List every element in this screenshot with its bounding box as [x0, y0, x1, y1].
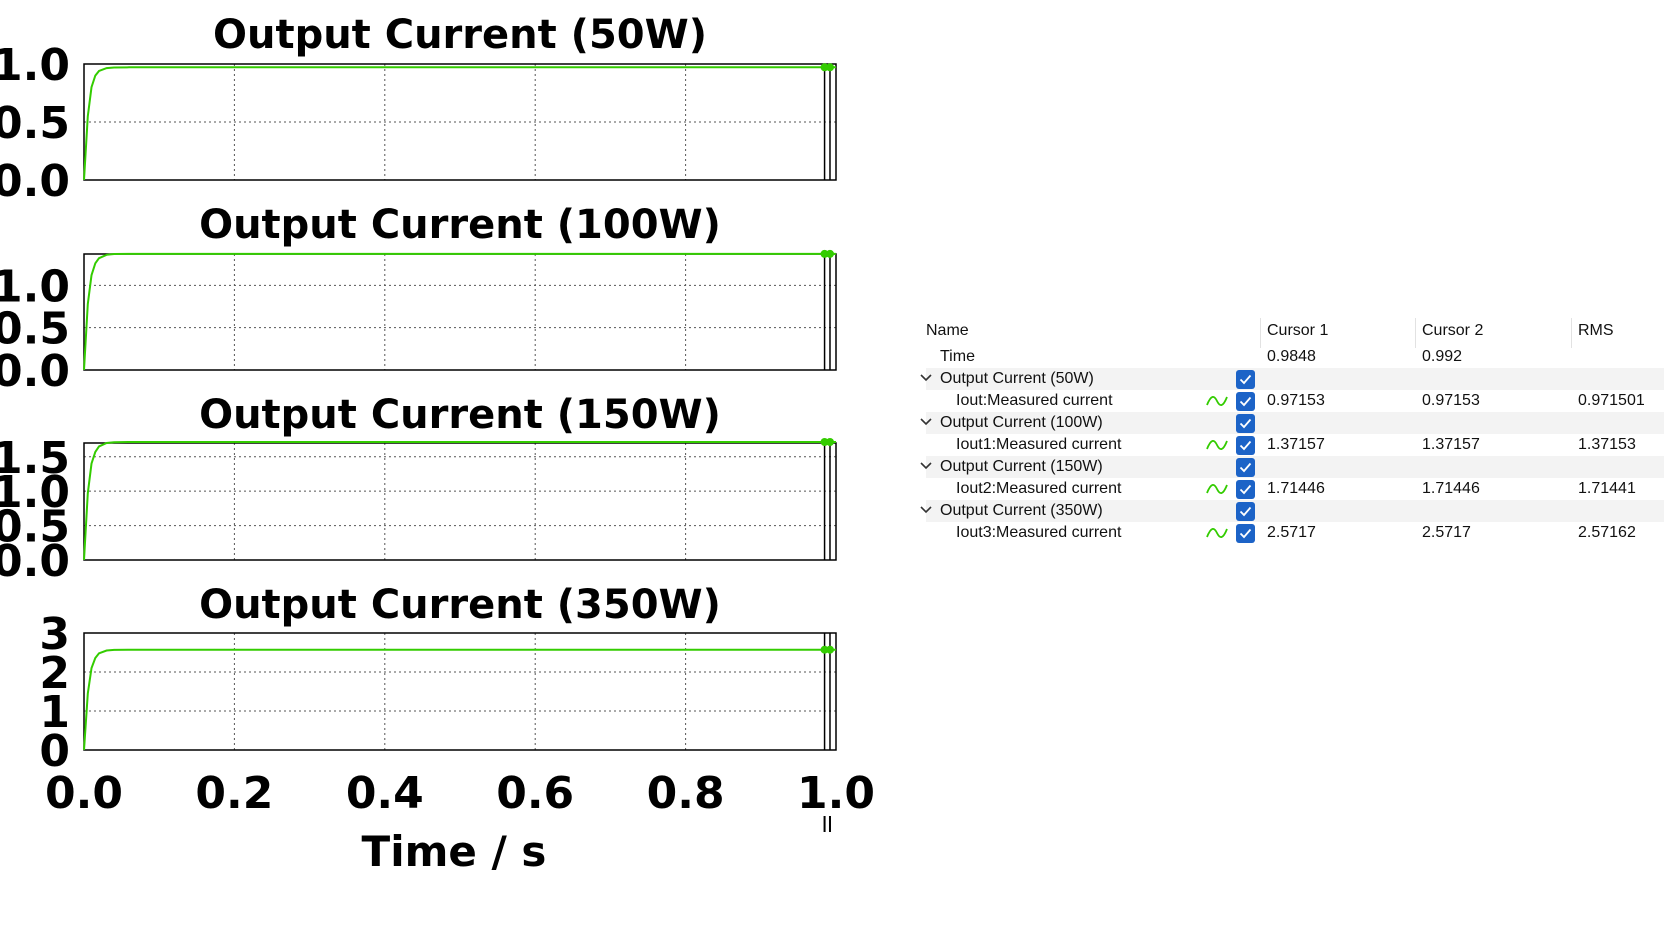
cursor-marker [825, 438, 834, 447]
table-header: Name Cursor 1 Cursor 2 RMS [926, 318, 1664, 348]
signal-label: Iout3:Measured current [956, 524, 1122, 541]
header-name[interactable]: Name [926, 322, 969, 339]
chart-title: Output Current (50W) [213, 12, 707, 58]
y-tick-label: 1.0 [0, 40, 70, 91]
group-row-350w[interactable]: Output Current (350W) [920, 500, 1664, 522]
y-tick-label: 0.0 [0, 536, 70, 587]
checkbox-checked-icon[interactable] [1236, 436, 1255, 455]
chart-title: Output Current (100W) [199, 202, 721, 248]
checkbox-checked-icon[interactable] [1236, 524, 1255, 543]
signal-rms-value: 1.71441 [1578, 480, 1636, 497]
plot-frame [83, 253, 837, 371]
signal-row-iout3[interactable]: Iout3:Measured current 2.5717 2.5717 2.5… [926, 522, 1664, 544]
header-divider[interactable] [1415, 318, 1416, 348]
chart-title: Output Current (150W) [199, 392, 721, 438]
header-cursor-2[interactable]: Cursor 2 [1422, 322, 1484, 339]
header-rms[interactable]: RMS [1578, 322, 1614, 339]
y-tick-label: 0.5 [0, 502, 70, 553]
y-tick-label: 0.5 [0, 304, 70, 355]
signal-cursor-1-value: 1.71446 [1267, 480, 1325, 497]
chart-title: Output Current (350W) [199, 582, 721, 628]
waveform-icon [1206, 525, 1228, 541]
header-divider[interactable] [1571, 318, 1572, 348]
signal-cursor-1-value: 0.97153 [1267, 392, 1325, 409]
plot-frame [83, 442, 837, 561]
group-row-150w[interactable]: Output Current (150W) [920, 456, 1664, 478]
cursor-marker [825, 645, 834, 654]
x-tick-label: 0.4 [346, 768, 424, 819]
header-cursor-1[interactable]: Cursor 1 [1267, 322, 1329, 339]
group-row-100w[interactable]: Output Current (100W) [920, 412, 1664, 434]
signal-row-iout2[interactable]: Iout2:Measured current 1.71446 1.71446 1… [926, 478, 1664, 500]
checkbox-checked-icon[interactable] [1236, 392, 1255, 411]
y-tick-label: 1.0 [0, 261, 70, 312]
signal-cursor-1-value: 1.37157 [1267, 436, 1325, 453]
signal-rms-value: 0.971501 [1578, 392, 1645, 409]
checkbox-checked-icon[interactable] [1236, 370, 1255, 389]
group-label: Output Current (100W) [940, 414, 1103, 431]
x-tick-label: 0.8 [647, 768, 725, 819]
signal-label: Iout:Measured current [956, 392, 1113, 409]
chevron-down-icon[interactable] [920, 500, 934, 522]
x-tick-label: 0.2 [195, 768, 273, 819]
series-line [83, 441, 836, 561]
checkbox-checked-icon[interactable] [1236, 414, 1255, 433]
signal-cursor-2-value: 1.37157 [1422, 436, 1480, 453]
group-label: Output Current (350W) [940, 502, 1103, 519]
group-label: Output Current (50W) [940, 370, 1094, 387]
chart-0: Output Current (50W) 0.0 0.5 1.0 [0, 12, 837, 207]
y-tick-label: 1.0 [0, 467, 70, 518]
y-tick-label: 0.0 [0, 156, 70, 207]
group-label: Output Current (150W) [940, 458, 1103, 475]
signal-row-iout1[interactable]: Iout1:Measured current 1.37157 1.37157 1… [926, 434, 1664, 456]
plot-frame [83, 63, 837, 181]
signal-rms-value: 2.57162 [1578, 524, 1636, 541]
chart-2: Output Current (150W) 0.00.51.01.5 [0, 392, 837, 587]
chevron-down-icon[interactable] [920, 368, 934, 390]
waveform-icon [1206, 481, 1228, 497]
x-axis-label: Time / s [362, 827, 547, 876]
y-tick-label: 2 [39, 648, 70, 699]
time-label: Time [940, 348, 975, 365]
y-tick-label: 3 [39, 609, 70, 660]
group-row-50w[interactable]: Output Current (50W) [920, 368, 1664, 390]
time-cursor-2-value: 0.992 [1422, 348, 1463, 365]
series-line [83, 648, 836, 751]
x-tick-label: 0.0 [45, 768, 123, 819]
chart-1: Output Current (100W) 0.00.51.0 [0, 202, 837, 397]
waveform-icon [1206, 393, 1228, 409]
cursor-values-table: Name Cursor 1 Cursor 2 RMS Time 0.9848 0… [920, 318, 1664, 544]
series-line [83, 66, 836, 181]
checkbox-checked-icon[interactable] [1236, 480, 1255, 499]
waveform-icon [1206, 437, 1228, 453]
header-divider[interactable] [1260, 318, 1261, 348]
signal-cursor-1-value: 2.5717 [1267, 524, 1316, 541]
signal-label: Iout2:Measured current [956, 480, 1122, 497]
y-tick-label: 1.5 [0, 433, 70, 484]
checkbox-checked-icon[interactable] [1236, 458, 1255, 477]
series-line [83, 252, 836, 371]
chevron-down-icon[interactable] [920, 412, 934, 434]
x-tick-label: 0.6 [496, 768, 574, 819]
signal-cursor-2-value: 1.71446 [1422, 480, 1480, 497]
cursor-marker [825, 63, 834, 72]
y-tick-label: 0.0 [0, 346, 70, 397]
x-tick-label: 1.0 [797, 768, 875, 819]
y-tick-label: 0 [39, 726, 70, 777]
signal-rms-value: 1.37153 [1578, 436, 1636, 453]
signal-cursor-2-value: 2.5717 [1422, 524, 1471, 541]
signal-label: Iout1:Measured current [956, 436, 1122, 453]
y-tick-label: 1 [39, 687, 70, 738]
cursor-marker [825, 249, 834, 258]
signal-row-iout[interactable]: Iout:Measured current 0.97153 0.97153 0.… [926, 390, 1664, 412]
y-tick-label: 0.5 [0, 98, 70, 149]
time-cursor-1-value: 0.9848 [1267, 348, 1316, 365]
plot-frame [83, 632, 837, 751]
time-row[interactable]: Time 0.9848 0.992 [926, 346, 1664, 368]
signal-cursor-2-value: 0.97153 [1422, 392, 1480, 409]
checkbox-checked-icon[interactable] [1236, 502, 1255, 521]
chevron-down-icon[interactable] [920, 456, 934, 478]
